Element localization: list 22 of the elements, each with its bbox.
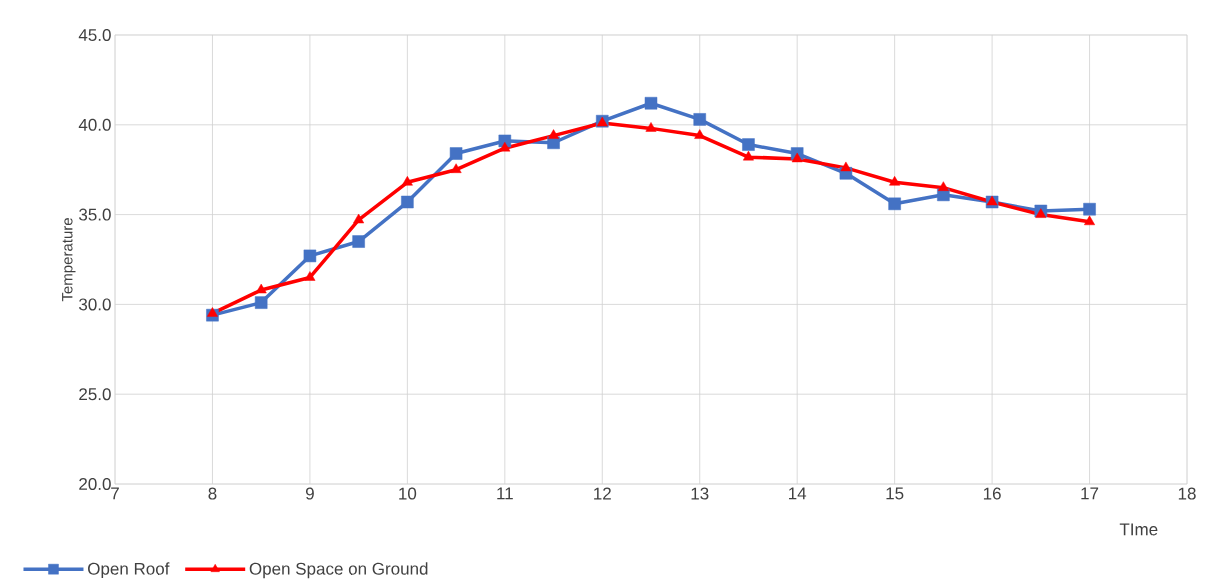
x-tick-label: 7: [111, 487, 119, 500]
legend-label: Open Space on Ground: [249, 562, 428, 579]
y-tick-label: 20.0: [79, 477, 111, 491]
y-tick-label: 25.0: [79, 388, 111, 401]
x-tick-label: 13: [691, 487, 709, 500]
x-tick-label: 18: [1178, 487, 1196, 500]
x-tick-label: 11: [497, 487, 513, 500]
x-tick-label: 17: [1081, 487, 1099, 500]
x-axis-title: TIme: [1119, 523, 1158, 536]
y-axis-title: Temperature: [62, 218, 76, 302]
x-tick-label: 10: [399, 487, 417, 500]
y-tick-label: 30.0: [79, 298, 111, 311]
y-tick-label: 35.0: [79, 208, 111, 221]
x-tick-label: 12: [594, 487, 611, 500]
y-tick-label: 40.0: [78, 118, 111, 131]
x-tick-label: 8: [208, 487, 217, 500]
legend-label: Open Roof: [88, 562, 170, 579]
y-tick-label: 45.0: [78, 28, 111, 42]
x-tick-label: 9: [305, 487, 314, 500]
x-tick-label: 15: [886, 487, 904, 500]
x-tick-label: 16: [983, 487, 1001, 500]
x-tick-label: 14: [789, 487, 807, 500]
